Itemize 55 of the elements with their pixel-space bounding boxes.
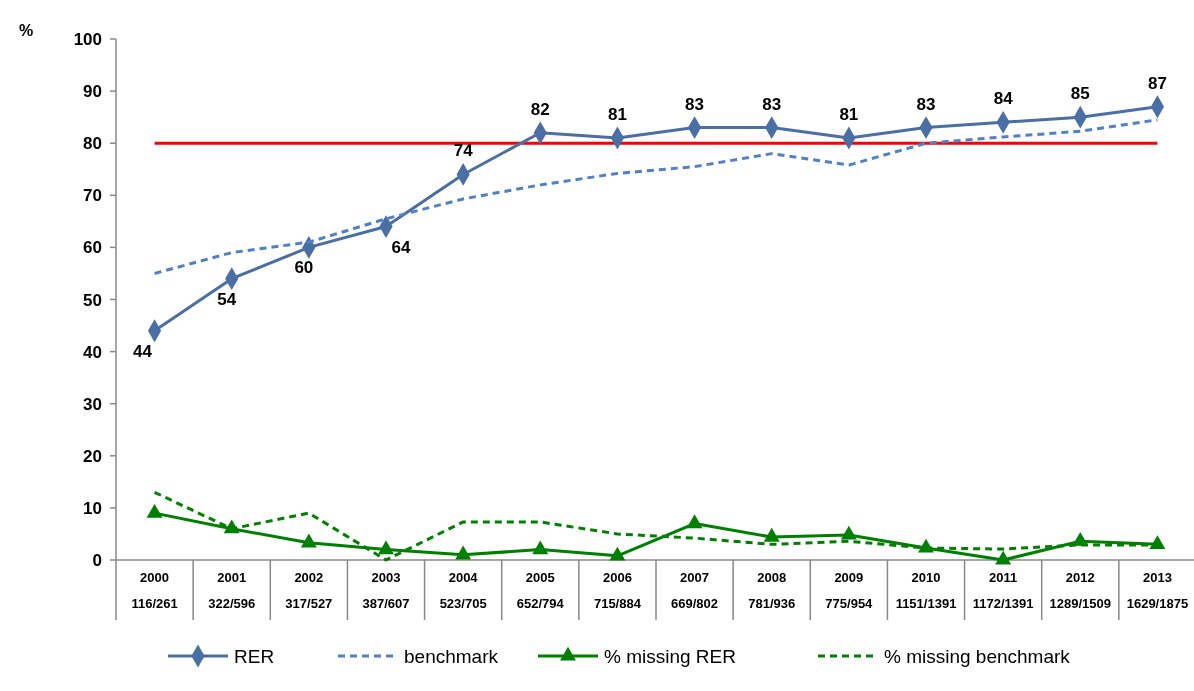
x-tick-label: 2003 387/607: [362, 570, 410, 611]
y-tick-label: 10: [83, 498, 102, 518]
y-tick-label: 50: [83, 290, 102, 310]
y-tick-label: 0: [92, 551, 102, 570]
legend-label: % missing RER: [604, 646, 736, 667]
x-tick-label: 2009 775/954: [825, 570, 874, 611]
data-label: 83: [685, 94, 705, 114]
y-tick-label: 80: [83, 134, 102, 154]
data-label: 83: [762, 94, 782, 114]
data-label: 82: [530, 99, 550, 119]
point: [840, 525, 857, 540]
point: [609, 546, 626, 561]
x-tick-label: 2011 1172/1391: [972, 570, 1034, 611]
x-tick-label: 2006 715/884: [593, 570, 642, 611]
x-tick-label: 2001 322/596: [208, 570, 256, 611]
point: [686, 514, 703, 529]
legend-label: RER: [234, 646, 275, 667]
y-tick-label: 40: [83, 342, 102, 362]
data-label: 83: [916, 94, 936, 114]
point: [532, 540, 549, 555]
x-tick-label: 2008 781/936: [748, 570, 796, 611]
data-label: 81: [607, 104, 627, 124]
data-label: 74: [453, 141, 474, 161]
point: [300, 533, 317, 548]
x-tick-label: 2010 1151/1391: [895, 570, 957, 611]
y-tick-label: 90: [83, 82, 102, 102]
y-tick-label: 30: [83, 394, 102, 414]
data-label: 84: [993, 89, 1014, 109]
x-tick-label: 2004 523/705: [439, 570, 487, 611]
point: [455, 545, 472, 560]
point: [146, 503, 163, 518]
x-tick-label: 2012 1289/1509: [1049, 570, 1112, 611]
data-label: 54: [217, 289, 237, 309]
legend-label: benchmark: [404, 646, 499, 667]
data-label: 85: [1070, 84, 1090, 104]
y-axis-title: %: [18, 22, 34, 39]
x-tick-label: 2005 652/794: [516, 570, 565, 611]
point: [378, 540, 394, 555]
x-tick-label: 2002 317/527: [285, 570, 333, 611]
point: [763, 527, 780, 542]
data-label: 87: [1147, 73, 1167, 93]
data-label: 81: [839, 104, 859, 124]
x-tick-label: 2007 669/802: [671, 570, 719, 611]
legend-label: % missing benchmark: [884, 646, 1071, 667]
point: [995, 550, 1012, 565]
data-label: 60: [294, 258, 314, 278]
data-label: 64: [391, 237, 411, 257]
x-tick-label: 2013 1629/1875: [1126, 570, 1189, 611]
y-tick-label: 20: [83, 446, 102, 466]
data-label: 44: [133, 341, 153, 361]
y-tick-label: 100: [73, 30, 102, 49]
y-tick-label: 60: [83, 238, 102, 258]
y-tick-label: 70: [83, 186, 102, 206]
x-tick-label: 2000 116/261: [131, 570, 178, 611]
point: [1149, 535, 1166, 549]
